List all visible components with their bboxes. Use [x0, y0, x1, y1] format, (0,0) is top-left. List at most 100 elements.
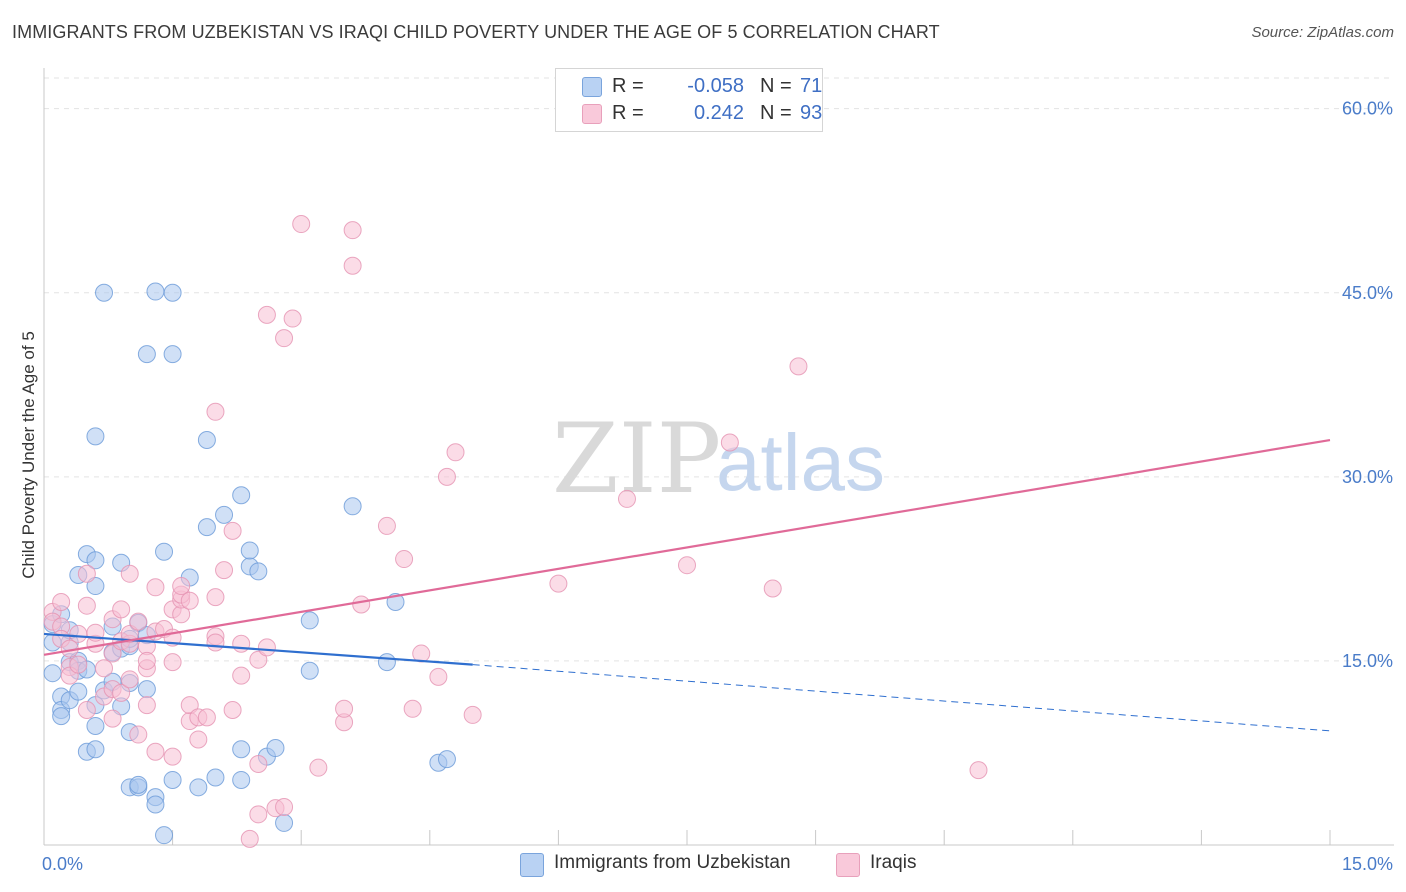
data-point — [112, 683, 131, 702]
data-point — [146, 578, 165, 597]
data-point — [163, 747, 182, 766]
data-point — [240, 541, 259, 560]
data-point — [189, 778, 208, 797]
data-point — [86, 427, 105, 446]
data-point — [180, 591, 199, 610]
y-tick-label: 60.0% — [1342, 99, 1393, 119]
watermark-atlas: atlas — [716, 418, 885, 507]
data-point — [249, 650, 268, 669]
data-point — [172, 577, 191, 596]
data-point — [343, 256, 362, 275]
data-point — [155, 542, 174, 561]
y-tick-label: 45.0% — [1342, 283, 1393, 303]
data-point — [103, 709, 122, 728]
data-point — [120, 624, 139, 643]
axes — [43, 68, 1394, 846]
data-point — [463, 705, 482, 724]
data-point — [95, 659, 114, 678]
series-legend: Immigrants from Uzbekistan Iraqis — [0, 852, 1406, 878]
data-point — [120, 670, 139, 689]
correlation-legend: R = -0.058 N = 71 R = 0.242 N = 93 — [555, 68, 823, 132]
legend-n-value: 93 — [800, 102, 823, 124]
x-tick-label: 0.0% — [42, 854, 83, 874]
data-point — [403, 699, 422, 718]
data-point — [69, 655, 88, 674]
data-point — [43, 664, 62, 683]
trend-line-uzbekistan — [43, 632, 473, 666]
data-point — [335, 699, 354, 718]
data-point — [969, 761, 988, 780]
data-point — [215, 561, 234, 580]
series-name-iraqis: Iraqis — [870, 852, 917, 873]
data-points — [43, 215, 988, 848]
data-point — [343, 497, 362, 516]
data-point — [292, 215, 311, 234]
series-points-uzbekistan — [43, 282, 456, 845]
data-point — [129, 612, 148, 631]
data-point — [146, 795, 165, 814]
data-point — [395, 550, 414, 569]
data-point — [163, 283, 182, 302]
data-point — [257, 305, 276, 324]
series-swatch-iraqis — [836, 853, 860, 877]
data-point — [86, 577, 105, 596]
data-point — [206, 633, 225, 652]
data-point — [137, 345, 156, 364]
data-point — [412, 644, 431, 663]
data-point — [437, 750, 456, 769]
data-point — [112, 600, 131, 619]
data-point — [275, 797, 294, 816]
legend-r-label: R = — [612, 102, 644, 124]
data-point — [249, 562, 268, 581]
data-point — [437, 467, 456, 486]
data-point — [52, 593, 71, 612]
legend-r-value: -0.058 — [687, 75, 744, 97]
legend-swatch-iraqis — [582, 104, 602, 124]
data-point — [206, 768, 225, 787]
data-point — [446, 443, 465, 462]
data-point — [300, 611, 319, 630]
data-point — [180, 696, 199, 715]
data-point — [232, 634, 251, 653]
legend-n-label: N = — [760, 102, 792, 124]
data-point — [197, 431, 216, 450]
data-point — [617, 489, 636, 508]
data-point — [163, 345, 182, 364]
y-tick-label: 30.0% — [1342, 467, 1393, 487]
trend-line-iraqis — [43, 438, 1331, 656]
data-point — [300, 661, 319, 680]
data-point — [789, 357, 808, 376]
data-point — [763, 579, 782, 598]
data-point — [232, 486, 251, 505]
data-point — [86, 716, 105, 735]
legend-swatch-uzbekistan — [582, 77, 602, 97]
data-point — [343, 221, 362, 240]
data-point — [77, 564, 96, 583]
data-point — [69, 624, 88, 643]
data-point — [137, 696, 156, 715]
data-point — [240, 829, 259, 848]
data-point — [137, 651, 156, 670]
data-point — [129, 725, 148, 744]
data-point — [86, 551, 105, 570]
data-point — [146, 282, 165, 301]
data-point — [275, 329, 294, 348]
data-point — [309, 758, 328, 777]
watermark-zip: ZIP — [552, 403, 721, 515]
trend-lines — [43, 438, 1331, 732]
legend-r-value: 0.242 — [693, 102, 744, 124]
data-point — [257, 638, 276, 657]
data-point — [377, 516, 396, 535]
series-points-iraqis — [43, 215, 988, 848]
y-tick-label: 15.0% — [1342, 651, 1393, 671]
watermark: ZIP atlas — [552, 403, 885, 515]
data-point — [103, 644, 122, 663]
series-name-uzbekistan: Immigrants from Uzbekistan — [554, 852, 791, 873]
data-point — [549, 574, 568, 593]
chart-title: IMMIGRANTS FROM UZBEKISTAN VS IRAQI CHIL… — [12, 22, 940, 42]
data-point — [249, 755, 268, 774]
data-point — [223, 521, 242, 540]
y-axis-label: Child Poverty Under the Age of 5 — [19, 331, 38, 579]
data-point — [232, 740, 251, 759]
